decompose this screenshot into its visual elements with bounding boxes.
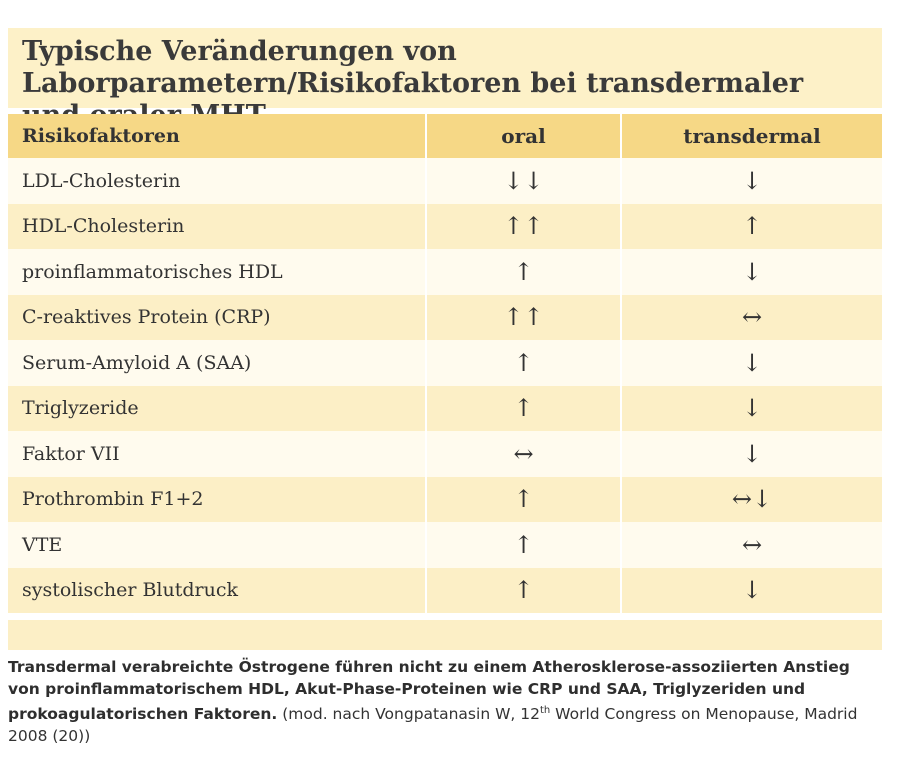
- header-row: Risikofaktoren oral transdermal: [8, 114, 882, 158]
- factor-cell: Triglyzeride: [22, 397, 139, 420]
- table-row: VTE ↑ ↔: [8, 522, 882, 568]
- arrow-cell: ↔: [620, 294, 882, 340]
- factor-cell: VTE: [22, 533, 63, 556]
- arrow-cell: ↑↑: [425, 203, 620, 249]
- arrow-cell: ↓: [620, 431, 882, 477]
- table-row: Faktor VII ↔ ↓: [8, 431, 882, 477]
- factor-cell: proinflammatorisches HDL: [22, 260, 283, 283]
- table-row: systolischer Blutdruck ↑ ↓: [8, 567, 882, 613]
- arrow-cell: ↑: [425, 522, 620, 568]
- table-row: C-reaktives Protein (CRP) ↑↑ ↔: [8, 294, 882, 340]
- arrow-cell: ↓: [620, 158, 882, 204]
- table-row: proinflammatorisches HDL ↑ ↓: [8, 249, 882, 295]
- arrow-cell: ↑: [425, 476, 620, 522]
- factor-cell: C-reaktives Protein (CRP): [22, 306, 271, 329]
- table: Risikofaktoren oral transdermal LDL-Cholest…: [8, 114, 882, 613]
- table-row: Triglyzeride ↑ ↓: [8, 385, 882, 431]
- caption-source: (mod. nach Vongpatanasin W, 12: [282, 705, 540, 724]
- arrow-cell: ↑: [425, 567, 620, 613]
- table-row: Prothrombin F1+2 ↑ ↔↓: [8, 476, 882, 522]
- table-row: HDL-Cholesterin ↑↑ ↑: [8, 203, 882, 249]
- caption-superscript: th: [539, 705, 551, 716]
- factor-cell: HDL-Cholesterin: [22, 215, 185, 238]
- header-cell: transdermal: [620, 114, 882, 158]
- caption-bold: Transdermal verabreichte Östrogene führe…: [8, 658, 850, 724]
- arrow-cell: ↓: [620, 249, 882, 295]
- factor-cell: LDL-Cholesterin: [22, 169, 181, 192]
- table-row: LDL-Cholesterin ↓↓ ↓: [8, 158, 882, 204]
- arrow-cell: ↓↓: [425, 158, 620, 204]
- caption-source-rest: World Congress on Menopause, Madrid 2008…: [8, 705, 858, 746]
- factor-cell: Serum-Amyloid A (SAA): [22, 351, 252, 374]
- factor-cell: Faktor VII: [22, 442, 120, 465]
- header-cell: Risikofaktoren: [22, 125, 180, 147]
- arrow-cell: ↑↑: [425, 294, 620, 340]
- caption: Transdermal verabreichte Östrogene führe…: [8, 656, 868, 747]
- arrow-cell: ↓: [620, 385, 882, 431]
- arrow-cell: ↔: [425, 431, 620, 477]
- title: Typische Veränderungen von Laborparamete…: [8, 28, 882, 131]
- factor-cell: systolischer Blutdruck: [22, 579, 239, 602]
- header-cell: oral: [425, 114, 620, 158]
- arrow-cell: ↓: [620, 567, 882, 613]
- table-row: Serum-Amyloid A (SAA) ↑ ↓: [8, 340, 882, 386]
- table-footer-band: [8, 620, 882, 650]
- arrow-cell: ↑: [425, 340, 620, 386]
- arrow-cell: ↔↓: [620, 476, 882, 522]
- arrow-cell: ↑: [425, 385, 620, 431]
- factor-cell: Prothrombin F1+2: [22, 488, 204, 511]
- arrow-cell: ↑: [620, 203, 882, 249]
- arrow-cell: ↑: [425, 249, 620, 295]
- arrow-cell: ↔: [620, 522, 882, 568]
- arrow-cell: ↓: [620, 340, 882, 386]
